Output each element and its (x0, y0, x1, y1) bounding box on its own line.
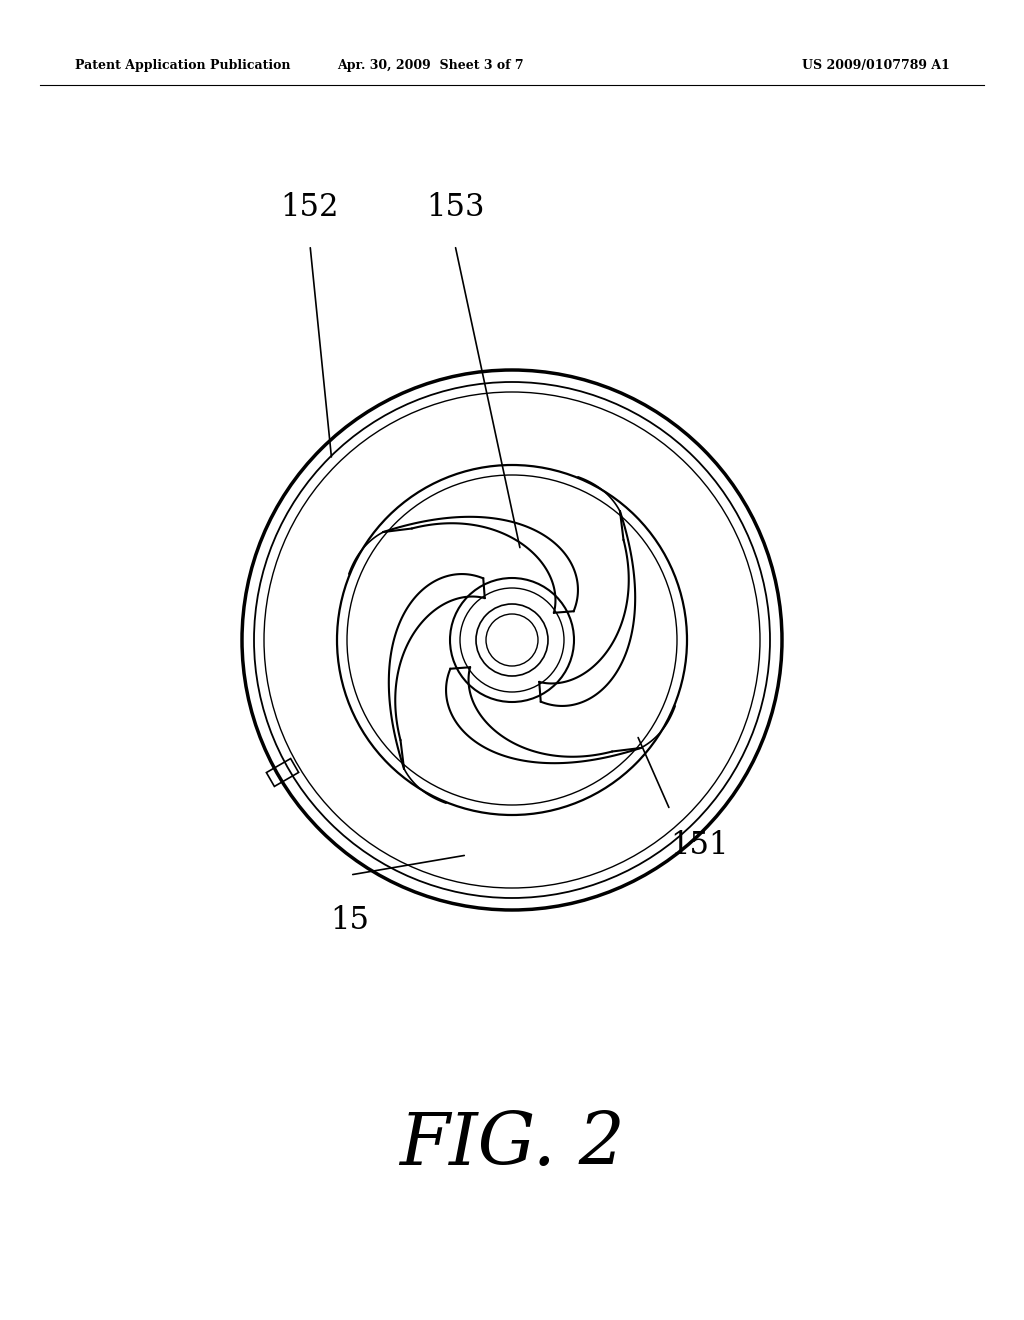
Text: Patent Application Publication: Patent Application Publication (75, 58, 291, 71)
Text: 153: 153 (426, 191, 484, 223)
Text: 151: 151 (670, 830, 728, 861)
Text: 152: 152 (281, 191, 339, 223)
Text: 15: 15 (331, 906, 370, 936)
Text: Apr. 30, 2009  Sheet 3 of 7: Apr. 30, 2009 Sheet 3 of 7 (337, 58, 523, 71)
Text: US 2009/0107789 A1: US 2009/0107789 A1 (802, 58, 950, 71)
Text: FIG. 2: FIG. 2 (399, 1110, 625, 1180)
